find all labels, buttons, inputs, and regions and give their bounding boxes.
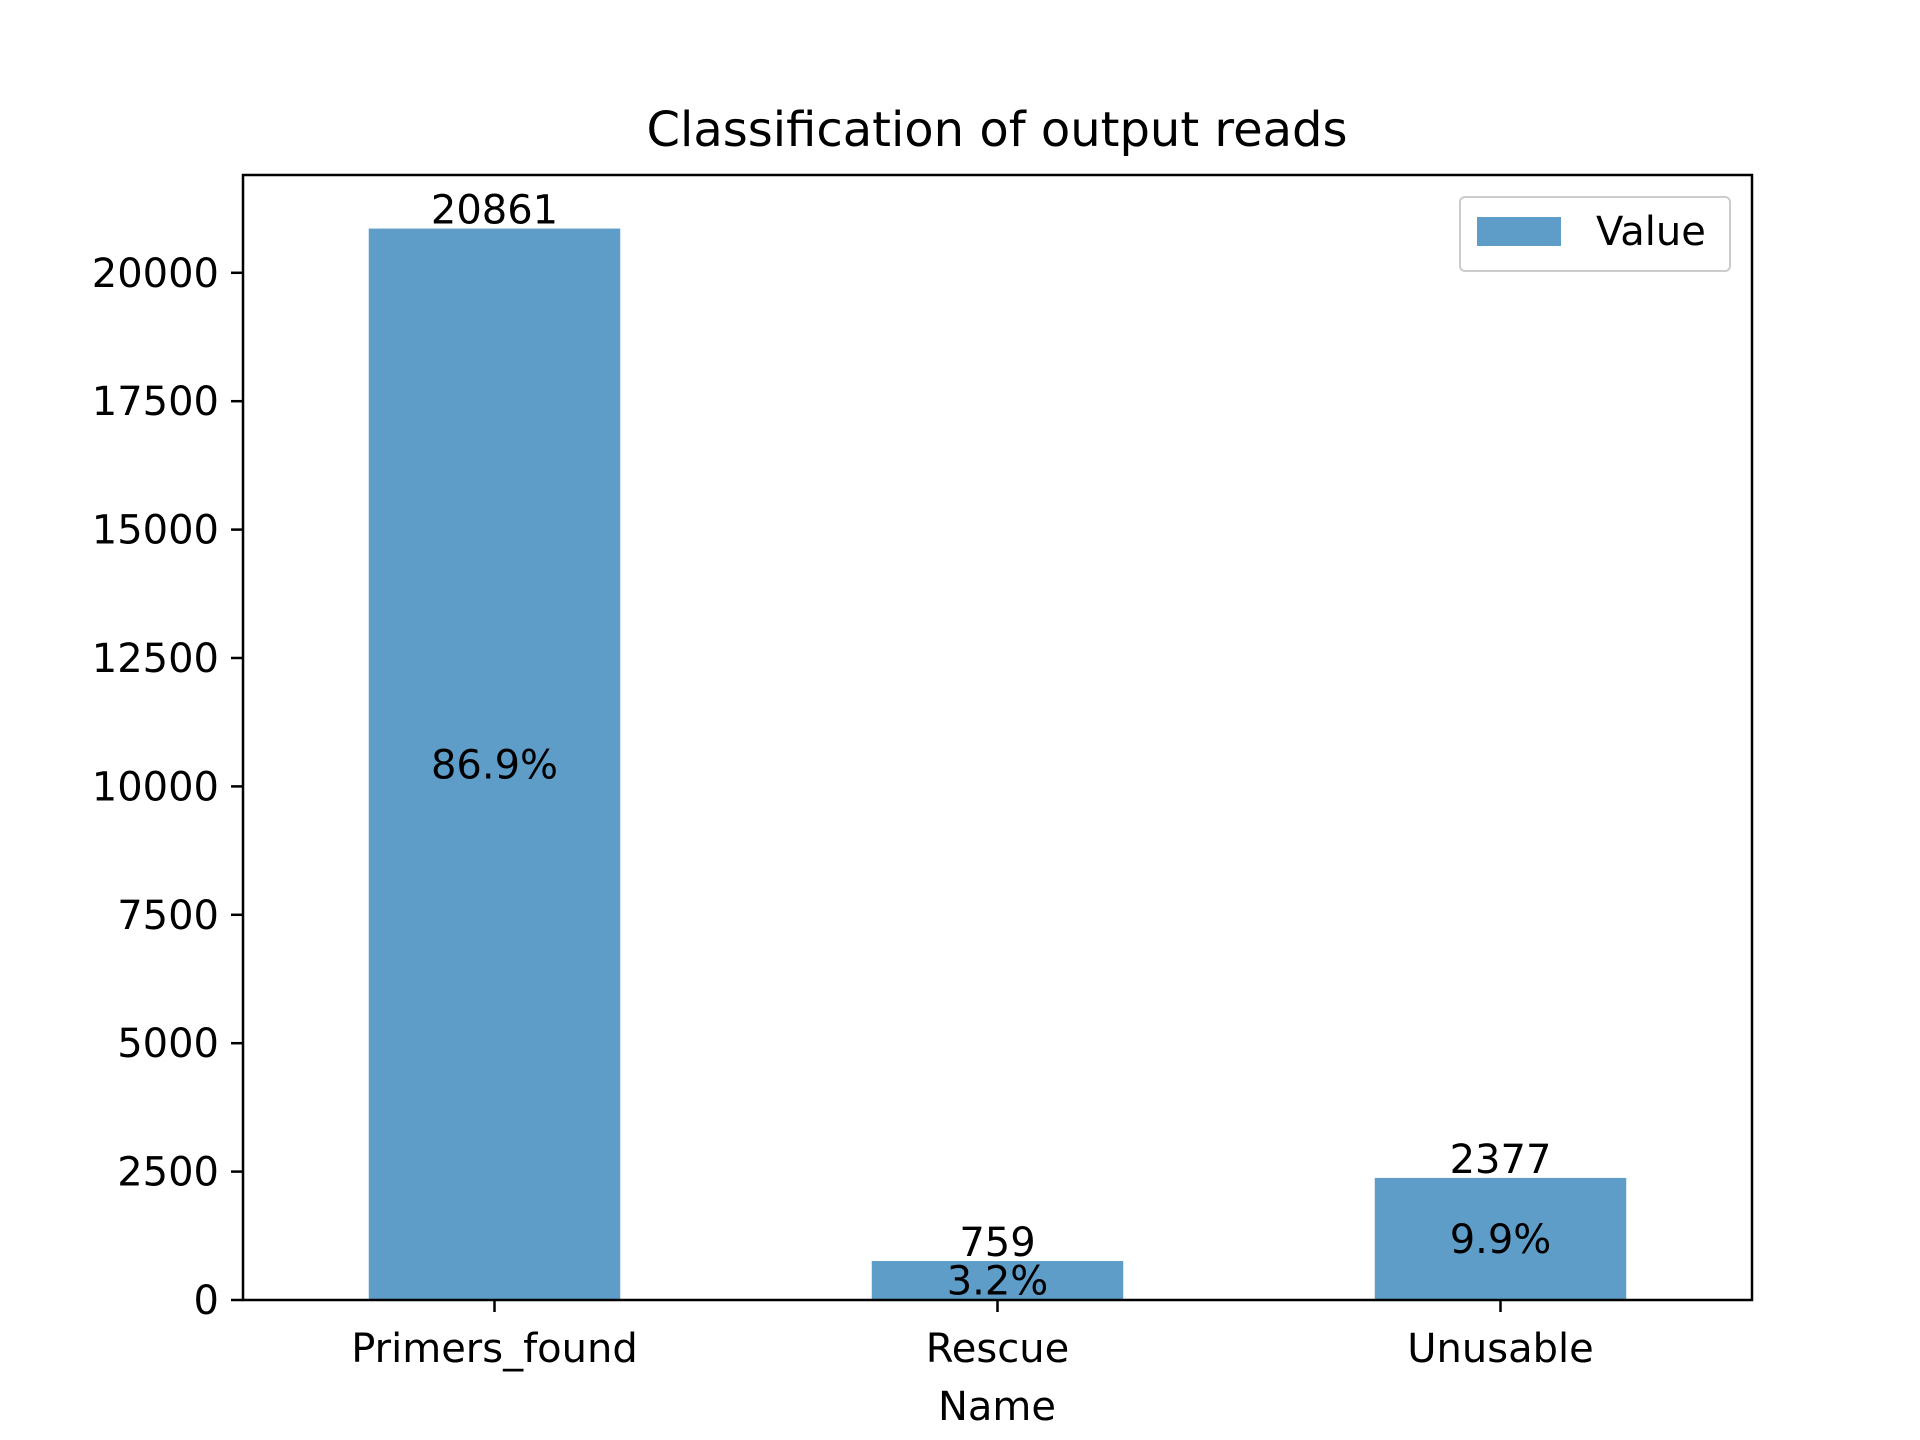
bar-rescue bbox=[871, 1261, 1124, 1300]
bar-unusable bbox=[1374, 1177, 1627, 1300]
value-label: 2377 bbox=[1450, 1137, 1552, 1183]
y-tick-label: 5000 bbox=[117, 1021, 219, 1067]
legend: Value bbox=[1459, 196, 1731, 272]
value-label: 759 bbox=[959, 1220, 1035, 1266]
y-tick-label: 15000 bbox=[92, 508, 219, 554]
y-tick-label: 20000 bbox=[92, 251, 219, 297]
plot-frame bbox=[241, 173, 1754, 1302]
y-tick-label: 0 bbox=[194, 1278, 219, 1324]
bars bbox=[368, 228, 1627, 1301]
y-tick-label: 7500 bbox=[117, 893, 219, 939]
x-axis-title: Name bbox=[938, 1384, 1056, 1430]
bar-primers-found bbox=[368, 228, 621, 1301]
percent-label: 9.9% bbox=[1450, 1217, 1552, 1263]
x-tick-label: Unusable bbox=[1407, 1326, 1593, 1372]
percent-label: 3.2% bbox=[947, 1259, 1049, 1305]
percent-label: 86.9% bbox=[431, 742, 558, 788]
x-tick-label: Primers_found bbox=[351, 1326, 637, 1372]
x-axis: Primers_found Rescue Unusable bbox=[351, 1300, 1594, 1372]
y-tick-label: 10000 bbox=[92, 764, 219, 810]
legend-frame bbox=[1459, 196, 1731, 272]
y-axis: 0 2500 5000 7500 10000 12500 15000 17500 20000 bbox=[92, 251, 243, 1324]
legend-swatch bbox=[1477, 217, 1561, 246]
y-tick-label: 2500 bbox=[117, 1150, 219, 1196]
value-label: 20861 bbox=[431, 188, 558, 234]
x-tick-label: Rescue bbox=[926, 1326, 1069, 1372]
chart-title: Classification of output reads bbox=[646, 102, 1347, 158]
y-tick-label: 12500 bbox=[92, 636, 219, 682]
y-tick-label: 17500 bbox=[92, 379, 219, 425]
legend-label: Value bbox=[1596, 209, 1706, 255]
